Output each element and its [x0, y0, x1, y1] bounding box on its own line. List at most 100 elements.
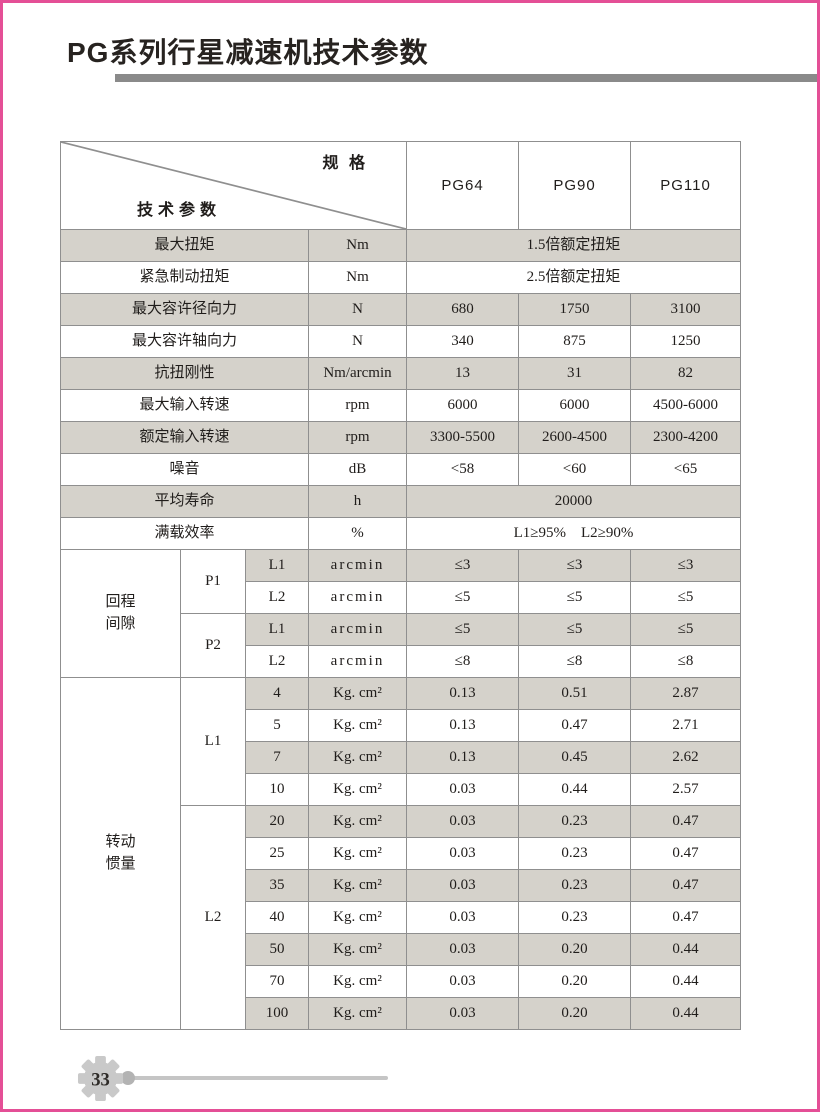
table-cell: Kg. cm² — [308, 901, 407, 934]
table-cell: ≤3 — [406, 549, 519, 582]
table-cell: 875 — [518, 325, 631, 358]
table-cell: 82 — [630, 357, 741, 390]
table-cell: 0.03 — [406, 933, 519, 966]
table-cell: 20 — [245, 805, 309, 838]
table-row: 最大扭矩 Nm 1.5倍额定扭矩 — [60, 229, 741, 262]
spec-table: 规 格 技术参数 PG64 PG90 PG110 最大扭矩 Nm 1.5倍额定扭矩 紧急制… — [60, 141, 741, 1030]
table-row: 额定输入转速 rpm 3300-5500 2600-4500 2300-4200 — [60, 421, 741, 454]
table-cell: 抗扭刚性 — [60, 357, 309, 390]
table-cell: 0.03 — [406, 965, 519, 998]
table-cell: 0.44 — [518, 773, 631, 806]
table-cell: h — [308, 485, 407, 518]
table-cell: 0.47 — [630, 901, 741, 934]
table-cell: 3300-5500 — [406, 421, 519, 454]
table-cell: 2.71 — [630, 709, 741, 742]
table-header-row: 规 格 技术参数 PG64 PG90 PG110 — [60, 141, 741, 230]
table-cell: 0.03 — [406, 805, 519, 838]
table-cell: ≤5 — [518, 613, 631, 646]
table-row: 平均寿命 h 20000 — [60, 485, 741, 518]
table-cell: <65 — [630, 453, 741, 486]
table-cell: arcmin — [308, 613, 407, 646]
table-cell: 4500-6000 — [630, 389, 741, 422]
table-cell: 紧急制动扭矩 — [60, 261, 309, 294]
table-cell: 2.57 — [630, 773, 741, 806]
table-cell: 6000 — [406, 389, 519, 422]
table-cell: 1750 — [518, 293, 631, 326]
table-row: P2 L1 arcmin ≤5 ≤5 ≤5 — [61, 613, 741, 678]
table-row: 5 Kg. cm² 0.13 0.47 2.71 — [61, 709, 741, 742]
table-cell: 0.44 — [630, 933, 741, 966]
table-cell: 0.03 — [406, 773, 519, 806]
table-cell: arcmin — [308, 581, 407, 614]
gear-icon: 33 — [77, 1055, 124, 1102]
table-cell: Kg. cm² — [308, 965, 407, 998]
table-cell: Nm — [308, 229, 407, 262]
table-cell: Kg. cm² — [308, 709, 407, 742]
table-cell: 0.03 — [406, 837, 519, 870]
table-cell: 2.62 — [630, 741, 741, 774]
table-row: 35 Kg. cm² 0.03 0.23 0.47 — [61, 869, 741, 902]
table-row: 40 Kg. cm² 0.03 0.23 0.47 — [61, 901, 741, 934]
table-row: 噪音 dB <58 <60 <65 — [60, 453, 741, 486]
table-row: 70 Kg. cm² 0.03 0.20 0.44 — [61, 965, 741, 998]
table-cell: 满载效率 — [60, 517, 309, 550]
table-cell: Nm — [308, 261, 407, 294]
corner-param-label: 技术参数 — [137, 201, 222, 219]
table-cell: 0.13 — [406, 677, 519, 710]
table-cell: 340 — [406, 325, 519, 358]
table-cell: 2600-4500 — [518, 421, 631, 454]
table-cell: 0.47 — [630, 805, 741, 838]
table-cell: 2300-4200 — [630, 421, 741, 454]
table-cell: ≤5 — [630, 581, 741, 614]
table-cell: 0.13 — [406, 741, 519, 774]
table-cell: 7 — [245, 741, 309, 774]
table-cell: 0.47 — [630, 837, 741, 870]
section-label-cell: 回程 间隙 — [60, 549, 181, 678]
table-cell: 4 — [245, 677, 309, 710]
table-cell: 3100 — [630, 293, 741, 326]
table-cell: L1 — [245, 613, 309, 646]
table-cell: Kg. cm² — [308, 997, 407, 1030]
table-cell: arcmin — [308, 549, 407, 582]
table-cell: 2.87 — [630, 677, 741, 710]
table-cell: 噪音 — [60, 453, 309, 486]
table-cell: 0.23 — [518, 805, 631, 838]
table-cell: ≤8 — [630, 645, 741, 678]
table-cell: 最大容许径向力 — [60, 293, 309, 326]
table-cell: 最大容许轴向力 — [60, 325, 309, 358]
corner-diagonal-cell: 规 格 技术参数 — [60, 141, 407, 230]
table-cell: ≤3 — [518, 549, 631, 582]
table-cell: 680 — [406, 293, 519, 326]
table-row: 转动 惯量 L1 4 Kg. cm² 0.13 0.51 2.87 — [60, 677, 741, 1030]
table-cell: 0.13 — [406, 709, 519, 742]
table-cell: 0.23 — [518, 901, 631, 934]
table-row: 满载效率% L1≥95% L2≥90% — [60, 517, 741, 550]
table-cell: 0.51 — [518, 677, 631, 710]
table-cell: 0.20 — [518, 933, 631, 966]
table-cell: Kg. cm² — [308, 837, 407, 870]
table-cell: 0.03 — [406, 997, 519, 1030]
table-cell: ≤5 — [518, 581, 631, 614]
table-cell: rpm — [308, 421, 407, 454]
table-cell: 1250 — [630, 325, 741, 358]
table-cell: 40 — [245, 901, 309, 934]
table-cell: 0.03 — [406, 901, 519, 934]
table-cell: N — [308, 325, 407, 358]
table-cell: 0.45 — [518, 741, 631, 774]
corner-spec-label: 规 格 — [322, 155, 368, 172]
table-row: 回程 间隙 P1 L1 arcmin ≤3 ≤3 ≤3 — [60, 549, 741, 678]
table-cell: 35 — [245, 869, 309, 902]
footer-dot — [121, 1071, 135, 1085]
title-underline-bar — [115, 74, 817, 82]
table-cell: N — [308, 293, 407, 326]
table-cell: Kg. cm² — [308, 741, 407, 774]
page-footer: 33 — [3, 1049, 817, 1109]
table-cell: 0.44 — [630, 965, 741, 998]
table-cell: 13 — [406, 357, 519, 390]
table-cell: 0.23 — [518, 869, 631, 902]
table-cell: ≤3 — [630, 549, 741, 582]
table-row: L2 20 Kg. cm² 0.03 0.23 0.47 — [61, 805, 741, 1030]
table-cell: Kg. cm² — [308, 773, 407, 806]
table-cell: Kg. cm² — [308, 869, 407, 902]
table-cell: 10 — [245, 773, 309, 806]
